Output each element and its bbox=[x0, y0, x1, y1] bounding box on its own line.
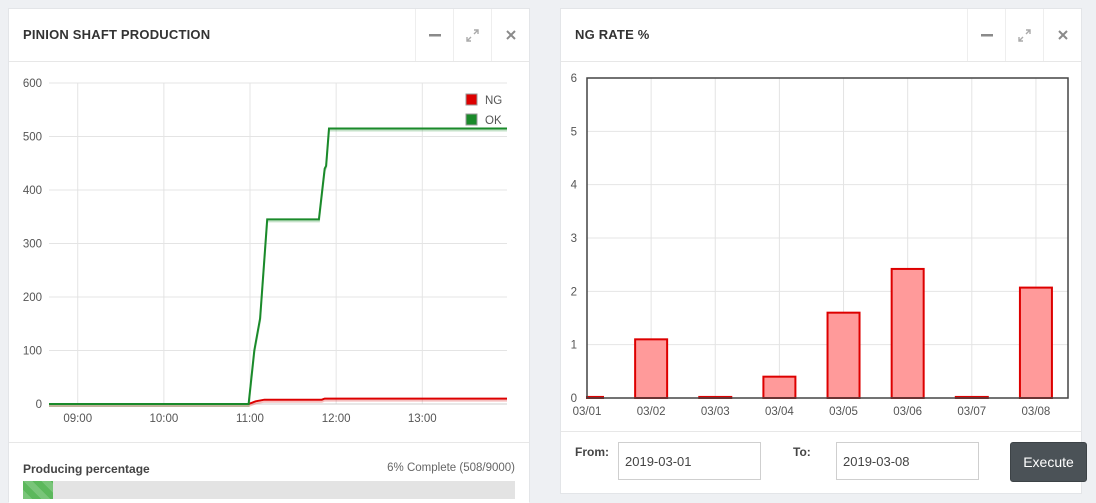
production-line-chart: 0 100 200 300 400 500 600 09:00 10:00 11:00 12:00 1… bbox=[9, 9, 529, 441]
to-label: To: bbox=[793, 445, 811, 459]
y-tick-label: 3 bbox=[571, 233, 577, 245]
progress-status: 6% Complete (508/9000) bbox=[387, 462, 515, 474]
bar-03-06 bbox=[892, 269, 924, 398]
from-label: From: bbox=[575, 445, 609, 459]
x-tick-label: 11:00 bbox=[236, 413, 264, 425]
progress-section: Producing percentage 6% Complete (508/90… bbox=[9, 442, 529, 503]
legend-label-ng: NG bbox=[485, 95, 502, 107]
x-tick-label: 03/06 bbox=[893, 406, 922, 418]
bar-03-05 bbox=[828, 313, 860, 398]
legend-label-ok: OK bbox=[485, 115, 502, 127]
y-tick-label: 6 bbox=[571, 73, 577, 85]
to-date-input[interactable] bbox=[836, 442, 979, 480]
progress-label: Producing percentage bbox=[23, 462, 150, 476]
bar-03-02 bbox=[635, 339, 667, 398]
date-range-form: From: To: Execute bbox=[561, 431, 1081, 494]
x-tick-label: 12:00 bbox=[322, 413, 351, 425]
y-tick-label: 600 bbox=[23, 78, 42, 90]
x-tick-label: 13:00 bbox=[408, 413, 437, 425]
ng-rate-panel: NG RATE % 0 1 2 3 4 5 6 03/01 03/02 03/03 03/04 03/… bbox=[560, 8, 1082, 494]
y-tick-label: 0 bbox=[36, 399, 42, 411]
y-tick-label: 0 bbox=[571, 393, 577, 405]
x-tick-label: 03/04 bbox=[765, 406, 794, 418]
y-tick-label: 500 bbox=[23, 132, 42, 144]
y-tick-label: 400 bbox=[23, 185, 42, 197]
ng-rate-bar-chart: 0 1 2 3 4 5 6 03/01 03/02 03/03 03/04 03/05 03/06 03/… bbox=[561, 9, 1081, 429]
bar-03-04 bbox=[763, 377, 795, 398]
x-tick-label: 03/05 bbox=[829, 406, 858, 418]
legend-swatch-ng bbox=[466, 94, 477, 105]
x-tick-label: 03/07 bbox=[957, 406, 986, 418]
x-tick-label: 03/03 bbox=[701, 406, 730, 418]
legend-swatch-ok bbox=[466, 114, 477, 125]
from-date-input[interactable] bbox=[618, 442, 761, 480]
series-line-ok bbox=[49, 129, 507, 405]
x-tick-label: 10:00 bbox=[149, 413, 178, 425]
x-tick-label: 09:00 bbox=[63, 413, 92, 425]
y-tick-label: 300 bbox=[23, 239, 42, 251]
progress-fill bbox=[23, 481, 53, 499]
y-tick-label: 4 bbox=[571, 180, 578, 192]
y-tick-label: 2 bbox=[571, 286, 577, 298]
bar-03-08 bbox=[1020, 288, 1052, 398]
y-tick-label: 100 bbox=[23, 346, 42, 358]
x-tick-label: 03/08 bbox=[1022, 406, 1051, 418]
production-panel: PINION SHAFT PRODUCTION 0 100 200 300 400 500… bbox=[8, 8, 530, 502]
y-tick-label: 1 bbox=[571, 340, 577, 352]
y-tick-label: 200 bbox=[23, 292, 42, 304]
x-tick-label: 03/02 bbox=[637, 406, 666, 418]
x-tick-label: 03/01 bbox=[573, 406, 602, 418]
progress-track bbox=[23, 481, 515, 499]
y-tick-label: 5 bbox=[571, 126, 577, 138]
execute-button[interactable]: Execute bbox=[1010, 442, 1087, 482]
series-shadow-ok bbox=[49, 131, 507, 407]
